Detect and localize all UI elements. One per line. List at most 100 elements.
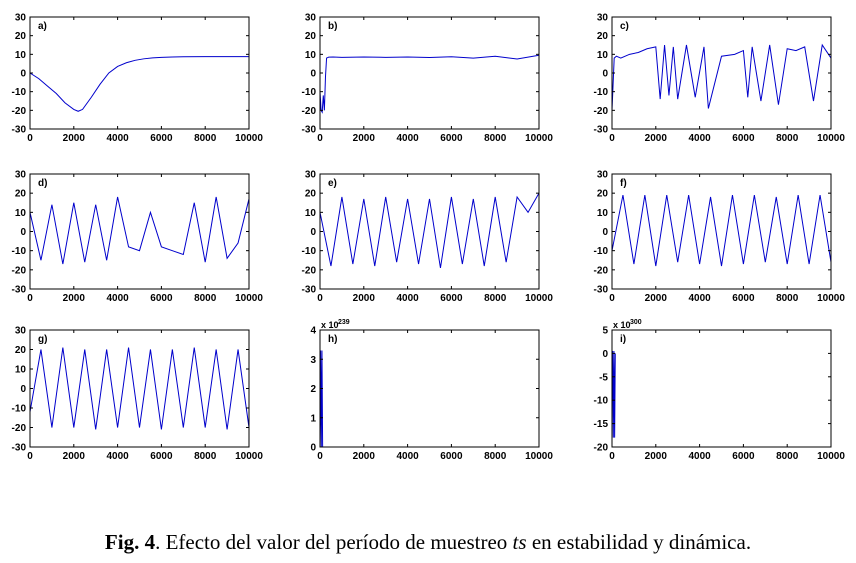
panel-label-g: g)	[38, 334, 47, 345]
axes-box-a	[29, 16, 250, 130]
exponent-base-h: x 10	[321, 320, 339, 330]
panel-c: 0 2000 4000 6000 8000 10000 -30 -20 -10 0 10 20 30 c)	[594, 13, 846, 145]
exponent-base-i: x 10	[613, 320, 631, 330]
y-tick-label-e-6: 30	[305, 170, 317, 181]
x-tick-label-g-5: 10000	[235, 451, 263, 462]
y-tick-label-d-2: -10	[12, 246, 27, 257]
series-line-g-0	[29, 347, 250, 430]
y-tick-label-f-0: -30	[594, 285, 609, 296]
y-tick-label-b-0: -30	[302, 125, 317, 136]
y-tick-label-a-1: -20	[12, 106, 27, 117]
x-tick-label-e-1: 2000	[353, 293, 376, 304]
panel-label-a: a)	[38, 21, 47, 32]
x-tick-label-f-2: 4000	[688, 293, 711, 304]
x-tick-label-f-5: 10000	[817, 293, 845, 304]
y-tick-label-h-0: 0	[310, 443, 316, 454]
x-tick-label-g-4: 8000	[194, 451, 217, 462]
y-tick-label-e-5: 20	[305, 189, 317, 200]
x-tick-label-f-0: 0	[609, 293, 615, 304]
y-tick-label-c-0: -30	[594, 125, 609, 136]
y-tick-label-d-3: 0	[20, 227, 26, 238]
series-line-c-0	[611, 43, 832, 111]
y-tick-label-a-0: -30	[12, 125, 27, 136]
x-tick-label-a-1: 2000	[63, 133, 86, 144]
panel-h: 0 2000 4000 6000 8000 10000 0 1 2 3 4 h) x 10 239	[310, 319, 553, 462]
y-tick-label-d-4: 10	[15, 208, 27, 219]
x-tick-label-h-3: 6000	[440, 451, 463, 462]
y-tick-label-b-6: 30	[305, 13, 317, 24]
panel-label-e: e)	[328, 178, 337, 189]
x-tick-label-a-0: 0	[27, 133, 33, 144]
panel-f: 0 2000 4000 6000 8000 10000 -30 -20 -10 0 10 20 30 f)	[594, 170, 846, 305]
y-tick-label-c-2: -10	[594, 87, 609, 98]
x-tick-label-e-2: 4000	[396, 293, 419, 304]
panel-label-h: h)	[328, 334, 337, 345]
y-tick-label-h-4: 4	[310, 326, 316, 337]
panel-a: 0 2000 4000 6000 8000 10000 -30 -20 -10 0 10 20 30 a)	[12, 13, 264, 145]
y-tick-label-a-2: -10	[12, 87, 27, 98]
x-tick-label-b-4: 8000	[484, 133, 507, 144]
y-tick-label-e-0: -30	[302, 285, 317, 296]
x-tick-label-c-3: 6000	[732, 133, 755, 144]
x-tick-label-i-5: 10000	[817, 451, 845, 462]
x-tick-label-c-5: 10000	[817, 133, 845, 144]
y-tick-label-i-1: -15	[594, 419, 609, 430]
x-tick-label-i-1: 2000	[645, 451, 668, 462]
panel-d: 0 2000 4000 6000 8000 10000 -30 -20 -10 0 10 20 30 d)	[12, 170, 264, 305]
y-tick-label-e-3: 0	[310, 227, 316, 238]
x-tick-label-i-4: 8000	[776, 451, 799, 462]
y-tick-label-i-4: 0	[602, 349, 608, 360]
y-tick-label-h-2: 2	[310, 384, 316, 395]
y-tick-label-c-5: 20	[597, 31, 609, 42]
y-tick-label-h-1: 1	[310, 413, 316, 424]
y-tick-label-i-0: -20	[594, 443, 609, 454]
x-tick-label-h-1: 2000	[353, 451, 376, 462]
y-tick-label-g-2: -10	[12, 404, 27, 415]
panel-g: 0 2000 4000 6000 8000 10000 -30 -20 -10 0 10 20 30 g)	[12, 326, 264, 463]
caption-text-before: . Efecto del valor del período de muestr…	[155, 530, 513, 554]
series-line-a-0	[29, 56, 249, 112]
y-tick-label-a-5: 20	[15, 31, 27, 42]
x-tick-label-h-0: 0	[317, 451, 323, 462]
x-tick-label-a-3: 6000	[150, 133, 173, 144]
panel-i: 0 2000 4000 6000 8000 10000 -20 -15 -10 -5 0 5 i) x 1…	[594, 319, 846, 462]
x-tick-label-i-3: 6000	[732, 451, 755, 462]
panel-label-i: i)	[620, 334, 626, 345]
y-tick-label-b-5: 20	[305, 31, 317, 42]
axes-box-c	[611, 16, 832, 130]
series-line-b-0	[319, 54, 540, 114]
exponent-power-i: 300	[630, 319, 642, 326]
panel-label-c: c)	[620, 21, 629, 32]
x-tick-label-e-5: 10000	[525, 293, 553, 304]
x-tick-label-h-5: 10000	[525, 451, 553, 462]
y-tick-label-c-3: 0	[602, 69, 608, 80]
y-tick-label-d-5: 20	[15, 189, 27, 200]
x-tick-label-d-2: 4000	[106, 293, 129, 304]
y-tick-label-f-3: 0	[602, 227, 608, 238]
y-tick-label-e-4: 10	[305, 208, 317, 219]
x-tick-label-f-1: 2000	[645, 293, 668, 304]
y-tick-label-f-5: 20	[597, 189, 609, 200]
axes-box-i	[611, 329, 832, 448]
y-tick-label-c-4: 10	[597, 50, 609, 61]
x-tick-label-c-1: 2000	[645, 133, 668, 144]
x-tick-label-a-5: 10000	[235, 133, 263, 144]
y-tick-label-d-1: -20	[12, 265, 27, 276]
x-tick-label-d-1: 2000	[63, 293, 86, 304]
x-tick-label-e-4: 8000	[484, 293, 507, 304]
panel-e: 0 2000 4000 6000 8000 10000 -30 -20 -10 0 10 20 30 e)	[302, 170, 554, 305]
y-tick-label-g-4: 10	[15, 365, 27, 376]
x-tick-label-e-0: 0	[317, 293, 323, 304]
x-tick-label-d-4: 8000	[194, 293, 217, 304]
y-tick-label-g-6: 30	[15, 326, 27, 337]
axes-box-h	[319, 329, 540, 448]
figure-caption: Fig. 4. Efecto del valor del período de …	[0, 530, 856, 555]
y-tick-label-d-0: -30	[12, 285, 27, 296]
axes-box-b	[319, 16, 540, 130]
y-tick-label-c-1: -20	[594, 106, 609, 117]
caption-fig-label: Fig. 4	[104, 530, 156, 554]
x-tick-label-b-2: 4000	[396, 133, 419, 144]
series-line-d-0	[29, 196, 250, 265]
y-tick-label-f-6: 30	[597, 170, 609, 181]
y-tick-label-b-3: 0	[310, 69, 316, 80]
